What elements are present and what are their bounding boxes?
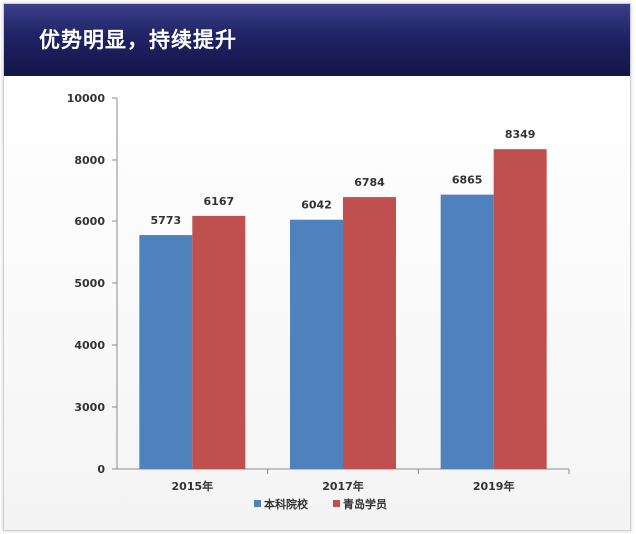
data-label: 8349 xyxy=(505,128,536,141)
legend-swatch xyxy=(254,500,261,507)
legend-label: 青岛学员 xyxy=(343,497,387,511)
legend-swatch xyxy=(333,500,340,507)
header-bar: 优势明显，持续提升 xyxy=(4,4,630,76)
y-tick-label: 4000 xyxy=(74,339,105,352)
bar-benke xyxy=(290,219,343,469)
x-tick-label: 2015年 xyxy=(172,479,214,493)
data-label: 6042 xyxy=(301,199,332,212)
data-label: 6865 xyxy=(452,174,483,187)
bar-benke xyxy=(440,194,494,469)
chart-card: 优势明显，持续提升 0 3000 4000 5000 6000 8000 10000 5773… xyxy=(3,3,631,531)
x-tick-label: 2019年 xyxy=(473,479,515,493)
data-label: 5773 xyxy=(151,214,182,227)
chart-area: 0 3000 4000 5000 6000 8000 10000 5773 6167 2015年 6… xyxy=(4,76,630,530)
bar-qingdao xyxy=(192,215,246,469)
x-tick-label: 2017年 xyxy=(322,479,364,493)
y-tick-label: 0 xyxy=(97,463,105,476)
y-tick-label: 8000 xyxy=(74,154,105,167)
y-tick-label: 10000 xyxy=(67,92,106,105)
bar-qingdao xyxy=(493,149,547,469)
y-tick-label: 5000 xyxy=(74,277,105,290)
data-label: 6167 xyxy=(204,195,235,208)
bar-benke xyxy=(139,235,193,469)
bar-chart: 0 3000 4000 5000 6000 8000 10000 5773 6167 2015年 6… xyxy=(67,92,570,511)
page-title: 优势明显，持续提升 xyxy=(39,28,237,52)
bar-qingdao xyxy=(343,197,396,469)
y-tick-label: 3000 xyxy=(74,401,105,414)
legend-label: 本科院校 xyxy=(264,497,309,511)
y-tick-label: 6000 xyxy=(74,215,105,228)
data-label: 6784 xyxy=(354,176,385,189)
